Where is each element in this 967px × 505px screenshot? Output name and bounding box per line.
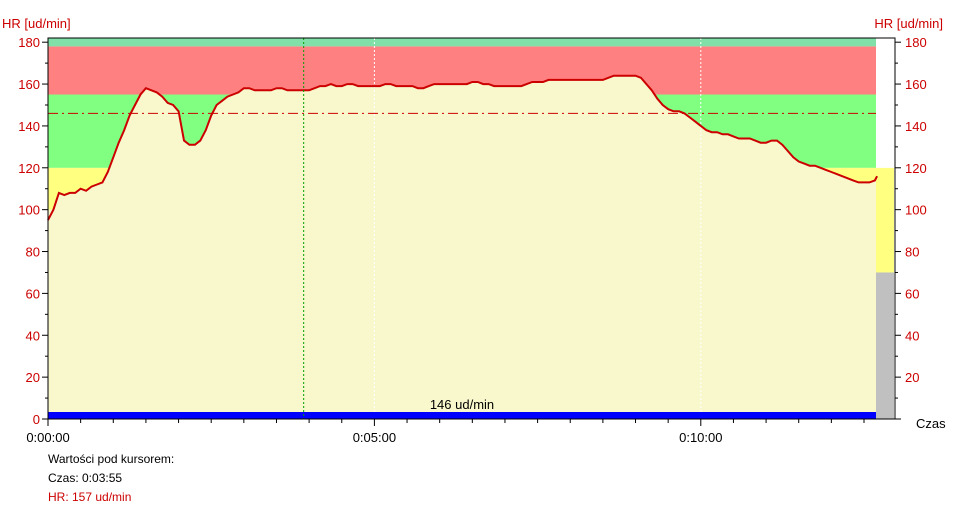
y-axis-right: 20 40 60 80 100 120 140 160 180 xyxy=(895,35,927,420)
right-column-gray xyxy=(876,272,894,419)
y-tick-label-right-40: 40 xyxy=(905,328,919,343)
x-axis-label: Czas xyxy=(916,416,946,431)
y-tick-label-left-40: 40 xyxy=(26,328,40,343)
y-tick-label-left-140: 140 xyxy=(18,119,40,134)
y-tick-label-left-100: 100 xyxy=(18,203,40,218)
y-tick-label-left-120: 120 xyxy=(18,161,40,176)
y-tick-label-right-20: 20 xyxy=(905,370,919,385)
right-zone-column xyxy=(876,38,894,419)
y-tick-label-left-20: 20 xyxy=(26,370,40,385)
x-axis: 0:00:00 0:05:00 0:10:00 xyxy=(26,419,865,445)
y-tick-label-left-160: 160 xyxy=(18,77,40,92)
hr-area-fill xyxy=(48,75,878,419)
grid-lines xyxy=(373,38,702,419)
hr-zones xyxy=(48,38,878,419)
bottom-bar xyxy=(48,412,876,419)
right-column-yellow xyxy=(876,167,894,273)
cursor-panel-title: Wartości pod kursorem: xyxy=(48,452,175,466)
y-tick-label-right-180: 180 xyxy=(905,35,927,50)
cursor-time: Czas: 0:03:55 xyxy=(48,471,123,485)
x-tick-label-1: 0:05:00 xyxy=(353,430,396,445)
right-column-empty xyxy=(876,38,894,168)
y-tick-label-right-100: 100 xyxy=(905,203,927,218)
y-axis-label-left: HR [ud/min] xyxy=(2,16,71,31)
y-axis-left: 0 20 40 60 80 100 120 140 160 180 xyxy=(18,35,48,427)
cursor-hr: HR: 157 ud/min xyxy=(48,490,132,504)
zone-teal xyxy=(48,38,876,47)
average-label: 146 ud/min xyxy=(430,397,494,412)
y-tick-label-left-60: 60 xyxy=(26,286,40,301)
heart-rate-chart[interactable]: 146 ud/min 0 20 40 60 80 100 120 140 160 180 20 40… xyxy=(0,0,967,455)
y-axis-label-right: HR [ud/min] xyxy=(874,16,943,31)
x-tick-label-0: 0:00:00 xyxy=(26,430,69,445)
y-tick-label-left-0: 0 xyxy=(33,412,40,427)
y-tick-label-right-140: 140 xyxy=(905,119,927,134)
x-tick-label-2: 0:10:00 xyxy=(679,430,722,445)
y-tick-label-left-80: 80 xyxy=(26,245,40,260)
plot-frame xyxy=(47,37,896,420)
hr-series-line xyxy=(47,74,878,221)
y-tick-label-right-60: 60 xyxy=(905,286,919,301)
y-tick-label-left-180: 180 xyxy=(18,35,40,50)
y-tick-label-right-120: 120 xyxy=(905,161,927,176)
y-tick-label-right-80: 80 xyxy=(905,245,919,260)
y-tick-label-right-160: 160 xyxy=(905,77,927,92)
